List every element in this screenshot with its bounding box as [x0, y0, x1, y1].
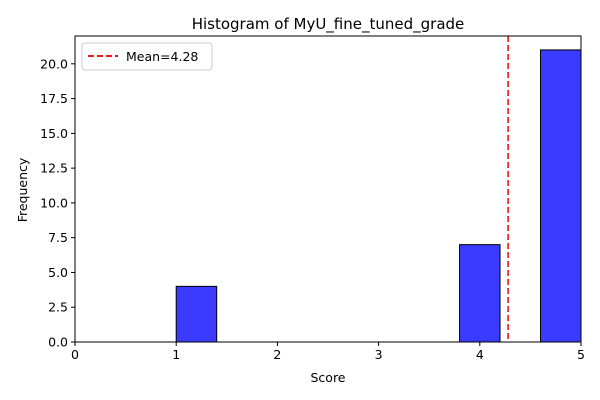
x-tick-label: 3: [375, 347, 383, 362]
histogram-bar: [459, 244, 501, 343]
x-tick-label: 4: [476, 347, 484, 362]
y-tick-label: 5.0: [48, 265, 68, 280]
y-axis-label: Frequency: [15, 157, 30, 222]
histogram-bar: [175, 285, 218, 343]
x-axis-ticks: 0 1 2 3 4 5: [71, 342, 585, 362]
y-tick-label: 15.0: [40, 126, 68, 141]
y-tick-label: 7.5: [48, 230, 68, 245]
bars-layer: [175, 49, 582, 343]
x-tick-label: 5: [577, 347, 585, 362]
legend-box: [81, 42, 213, 71]
y-tick-label: 17.5: [40, 91, 68, 106]
y-tick-label: 10.0: [40, 195, 68, 210]
chart-title: Histogram of MyU_fine_tuned_grade: [192, 15, 465, 34]
y-tick-label: 20.0: [40, 56, 68, 71]
legend-mean-label: Mean=4.28: [126, 49, 198, 64]
y-tick-label: 0.0: [48, 335, 68, 350]
y-tick-label: 2.5: [48, 300, 68, 315]
x-axis-label: Score: [310, 370, 345, 385]
plot-frame: [74, 35, 582, 343]
histogram-bar: [540, 49, 582, 343]
x-tick-label: 2: [273, 347, 281, 362]
legend: Mean=4.28: [81, 42, 213, 71]
y-tick-label: 12.5: [40, 161, 68, 176]
x-tick-label: 1: [172, 347, 180, 362]
x-tick-label: 0: [71, 347, 79, 362]
y-axis-ticks: 0.0 2.5 5.0 7.5 10.0 12.5 15.0 17.5 20.0: [40, 56, 75, 350]
